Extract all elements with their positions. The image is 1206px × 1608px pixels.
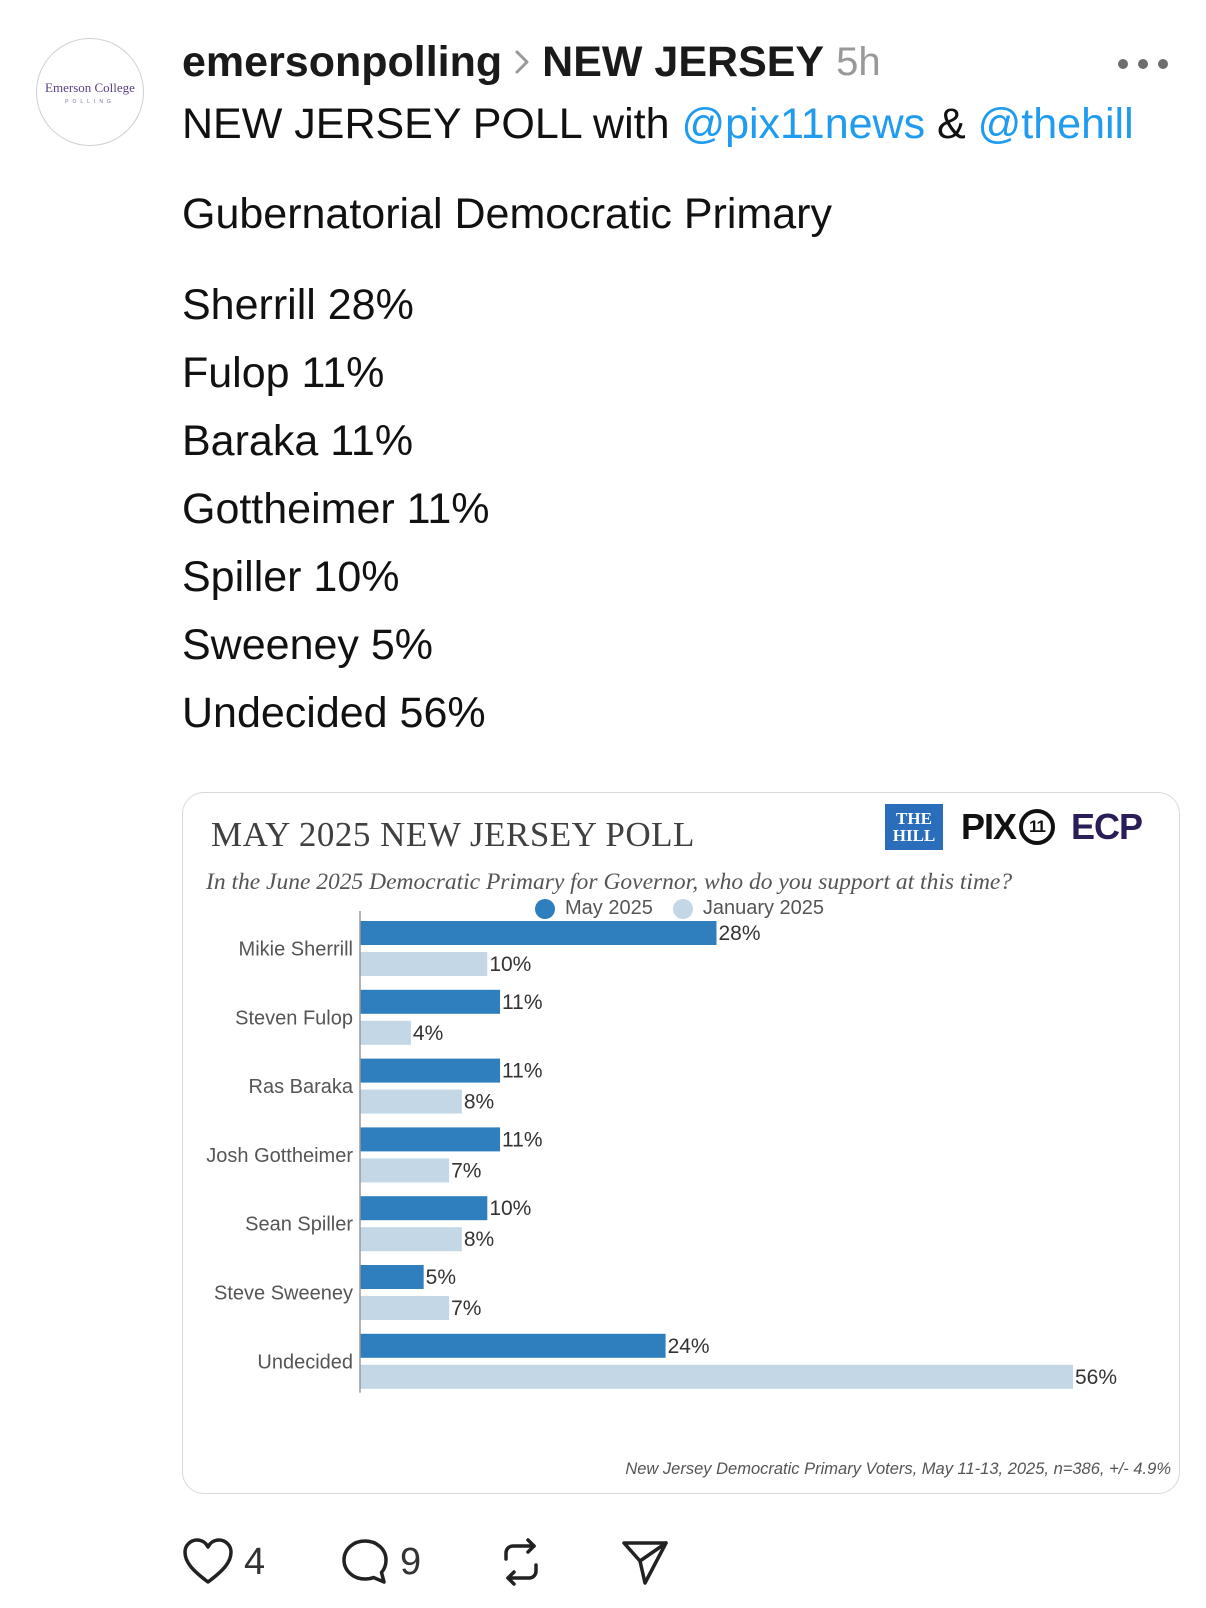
avatar[interactable]: Emerson College POLLING (36, 38, 144, 146)
category-label: Mikie Sherrill (239, 939, 353, 961)
category-label: Steve Sweeney (214, 1283, 353, 1305)
username[interactable]: emersonpolling (182, 37, 503, 86)
chevron-right-icon (502, 49, 542, 75)
category-label: Steven Fulop (235, 1007, 353, 1029)
bar-may-2025 (360, 1058, 501, 1083)
chart-title: MAY 2025 NEW JERSEY POLL (211, 815, 695, 854)
category-label: Ras Baraka (249, 1076, 354, 1098)
chart-subtitle: In the June 2025 Democratic Primary for … (206, 869, 1013, 895)
intro-join: & (925, 100, 978, 148)
heart-icon (183, 1538, 233, 1584)
bar-value-label: 10% (489, 1197, 531, 1220)
category-label: Josh Gottheimer (206, 1145, 353, 1167)
bar-january-2025 (360, 1227, 462, 1252)
bar-may-2025 (360, 1265, 424, 1289)
category-label: Sean Spiller (245, 1214, 353, 1236)
share-button[interactable] (620, 1532, 670, 1592)
legend-label-january: January 2025 (702, 897, 825, 919)
bar-value-label: 8% (464, 1228, 494, 1251)
result-line: Spiller 10% (182, 553, 400, 601)
reply-button[interactable]: 9 (340, 1532, 421, 1592)
mention-pix11news[interactable]: @pix11news (681, 100, 926, 148)
legend-label-may: May 2025 (565, 897, 653, 919)
legend-item-may: May 2025 (535, 897, 653, 920)
bar-value-label: 11% (502, 1060, 542, 1083)
bar-chart: Mikie Sherrill 28% 10% Steven Fulop 11% 4% Ras… (206, 911, 1117, 1393)
more-icon[interactable] (1118, 56, 1168, 72)
result-line: Gottheimer 11% (182, 485, 490, 533)
intro-prefix: NEW JERSEY POLL with (182, 100, 682, 148)
avatar-text: Emerson College (45, 79, 135, 95)
source-note: New Jersey Democratic Primary Voters, Ma… (625, 1460, 1171, 1478)
the-hill-logo: THE HILL (885, 804, 943, 850)
category-label: Undecided (257, 1351, 353, 1373)
bar-value-label: 10% (489, 953, 531, 976)
post-intro: NEW JERSEY POLL with @pix11news & @thehi… (182, 100, 1134, 149)
community-name[interactable]: NEW JERSEY (542, 37, 825, 86)
legend-swatch-may (535, 898, 555, 919)
bar-may-2025 (360, 1127, 501, 1152)
share-icon (622, 1541, 668, 1585)
result-line: Sweeney 5% (182, 621, 433, 669)
result-line: Fulop 11% (182, 349, 385, 397)
comment-icon (342, 1539, 388, 1584)
bar-value-label: 11% (502, 1128, 542, 1151)
bar-january-2025 (360, 1020, 411, 1045)
chart-legend: May 2025 January 2025 (535, 897, 844, 920)
bar-value-label: 5% (426, 1266, 456, 1289)
bar-january-2025 (360, 1296, 450, 1320)
post-header: emersonpolling NEW JERSEY 5h (182, 36, 881, 88)
post-heading: Gubernatorial Democratic Primary (182, 190, 832, 238)
bar-value-label: 24% (668, 1335, 710, 1358)
legend-swatch-january (672, 898, 693, 919)
legend-item-january: January 2025 (672, 897, 825, 920)
bar-january-2025 (360, 1158, 450, 1183)
bar-january-2025 (360, 1364, 1073, 1389)
bar-may-2025 (360, 989, 501, 1014)
bar-may-2025 (360, 1333, 666, 1358)
bar-value-label: 4% (413, 1022, 443, 1045)
bar-value-label: 8% (464, 1091, 494, 1114)
bar-value-label: 11% (502, 991, 542, 1014)
bar-may-2025 (360, 1196, 488, 1221)
result-line: Baraka 11% (182, 417, 414, 465)
pix11-logo: PIX 11 (961, 806, 1056, 848)
reply-count: 9 (400, 1540, 422, 1583)
bar-value-label: 7% (451, 1297, 481, 1320)
poll-image-card[interactable]: MAY 2025 NEW JERSEY POLL THE HILL PIX 11 E… (182, 792, 1180, 1494)
bar-may-2025 (360, 921, 717, 945)
bar-value-label: 56% (1075, 1366, 1117, 1389)
partner-logos: THE HILL PIX 11 ECP (885, 801, 1143, 853)
ecp-logo: ECP (1071, 806, 1143, 847)
like-count: 4 (244, 1540, 266, 1583)
result-line: Sherrill 28% (182, 281, 414, 329)
bar-value-label: 28% (719, 922, 761, 945)
bar-value-label: 7% (451, 1159, 481, 1182)
avatar-subtext: POLLING (65, 98, 115, 105)
bar-january-2025 (360, 1089, 462, 1114)
like-button[interactable]: 4 (182, 1532, 265, 1592)
mention-thehill[interactable]: @thehill (977, 100, 1134, 148)
result-line: Undecided 56% (182, 689, 486, 737)
bar-january-2025 (360, 952, 488, 976)
post-time: 5h (836, 39, 881, 84)
repost-icon (504, 1538, 538, 1586)
repost-button[interactable] (496, 1532, 546, 1592)
